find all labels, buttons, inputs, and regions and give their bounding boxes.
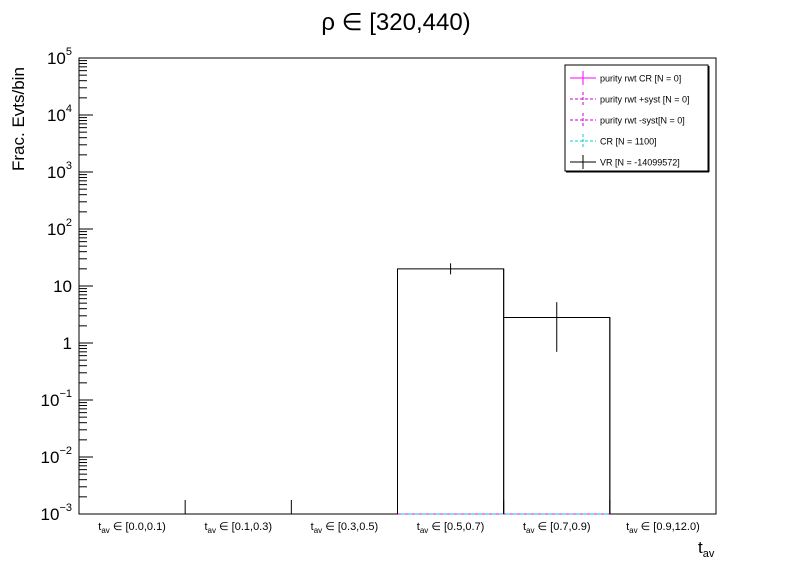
legend-label: CR [N = 1100] xyxy=(600,137,657,147)
legend-label: purity rwt -syst[N = 0] xyxy=(600,116,685,126)
y-tick-label-base: 10 xyxy=(41,448,60,467)
x-tick-label-range: ∈ [0.5,0.7) xyxy=(428,521,484,533)
x-tick-label: tav ∈ [0.3,0.5) xyxy=(311,521,379,535)
x-tick-label-symbol: t xyxy=(98,521,101,533)
legend-label: purity rwt +syst [N = 0] xyxy=(600,95,690,105)
y-tick-label-base: 10 xyxy=(47,220,66,239)
y-tick-label-base: 10 xyxy=(53,277,72,296)
x-tick-label-subscript: av xyxy=(208,526,216,535)
x-tick-label: tav ∈ [0.7,0.9) xyxy=(523,521,591,535)
y-tick-label-base: 10 xyxy=(41,505,60,524)
x-tick-label-subscript: av xyxy=(314,526,322,535)
x-tick-label: tav ∈ [0.9,12.0) xyxy=(626,521,700,535)
y-axis-label: Frac. Evts/bin xyxy=(9,67,28,171)
y-tick-label: 10−3 xyxy=(41,502,72,524)
legend-label: purity rwt CR [N = 0] xyxy=(600,74,681,84)
y-tick-label-base: 10 xyxy=(47,163,66,182)
y-tick-label: 105 xyxy=(47,46,72,68)
x-tick-label-range: ∈ [0.9,12.0) xyxy=(638,521,700,533)
y-tick-label-exponent: 3 xyxy=(66,160,72,172)
y-tick-label: 102 xyxy=(47,217,72,239)
y-tick-label-base: 10 xyxy=(47,106,66,125)
legend-label: VR [N = -14099572] xyxy=(600,158,680,168)
y-tick-label: 10 xyxy=(53,277,72,296)
x-tick-label-subscript: av xyxy=(629,526,637,535)
x-axis-label-symbol: t xyxy=(698,538,703,557)
y-tick-label-exponent: −3 xyxy=(59,502,72,514)
y-tick-label-exponent: −1 xyxy=(59,388,72,400)
chart-title: ρ ∈ [320,440) xyxy=(321,9,470,36)
legend: purity rwt CR [N = 0] purity rwt +syst [N… xyxy=(564,64,710,173)
y-tick-label-exponent: −2 xyxy=(59,445,72,457)
x-tick-label-range: ∈ [0.7,0.9) xyxy=(534,521,590,533)
x-tick-label-range: ∈ [0.1,0.3) xyxy=(216,521,272,533)
x-tick-label-range: ∈ [0.0,0.1) xyxy=(110,521,166,533)
y-tick-label-base: 10 xyxy=(41,391,60,410)
x-axis-label-subscript: av xyxy=(703,548,715,560)
y-tick-label-exponent: 5 xyxy=(66,46,72,58)
x-tick-label-symbol: t xyxy=(311,521,314,533)
y-tick-label-exponent: 4 xyxy=(66,103,72,115)
x-tick-label-symbol: t xyxy=(626,521,629,533)
x-tick-label: tav ∈ [0.0,0.1) xyxy=(98,521,166,535)
y-tick-label: 104 xyxy=(47,103,72,125)
x-axis: tav ∈ [0.0,0.1) tav ∈ [0.1,0.3) tav ∈ [0.3… xyxy=(98,500,700,535)
y-tick-label: 1 xyxy=(63,334,72,353)
y-tick-label-base: 1 xyxy=(63,334,72,353)
series-layer xyxy=(79,263,716,515)
x-tick-label-subscript: av xyxy=(420,526,428,535)
x-tick-label: tav ∈ [0.1,0.3) xyxy=(204,521,272,535)
legend-box xyxy=(564,64,709,172)
y-tick-label-base: 10 xyxy=(47,49,66,68)
series-4 xyxy=(79,263,716,515)
y-tick-label: 10−1 xyxy=(41,388,72,410)
x-tick-label-symbol: t xyxy=(204,521,207,533)
x-tick-label-subscript: av xyxy=(526,526,534,535)
x-tick-label-range: ∈ [0.3,0.5) xyxy=(322,521,378,533)
x-tick-label-symbol: t xyxy=(523,521,526,533)
x-tick-label: tav ∈ [0.5,0.7) xyxy=(417,521,485,535)
x-axis-label: tav xyxy=(698,538,715,560)
x-tick-label-symbol: t xyxy=(417,521,420,533)
y-tick-label-exponent: 2 xyxy=(66,217,72,229)
y-tick-label: 10−2 xyxy=(41,445,72,467)
y-tick-label: 103 xyxy=(47,160,72,182)
x-tick-label-subscript: av xyxy=(101,526,109,535)
